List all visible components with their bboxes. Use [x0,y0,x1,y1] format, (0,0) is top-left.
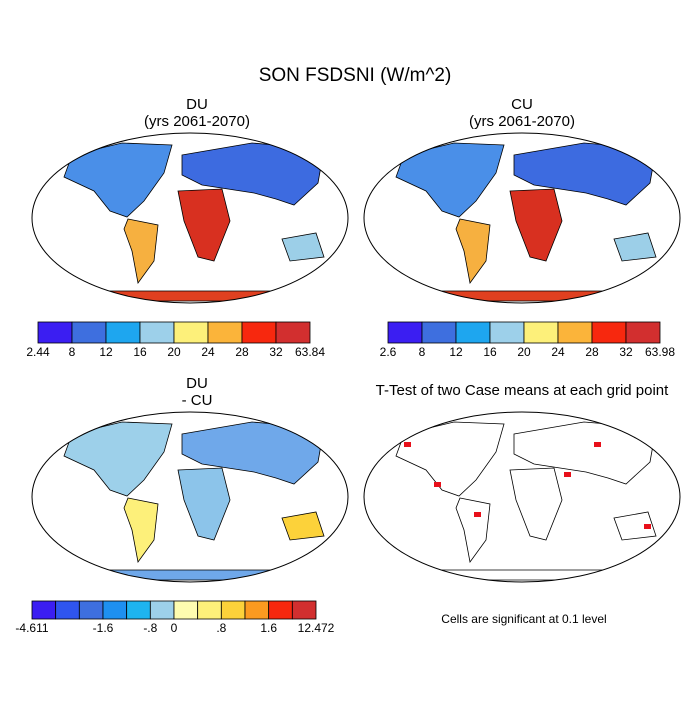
colorbar-box [173,321,209,344]
map [363,132,681,304]
continent [509,467,563,541]
colorbar-box [31,600,57,620]
colorbar-label: 12.472 [298,621,335,635]
significant-cells [594,442,601,447]
panel-title: CU [511,96,533,113]
continent [123,218,159,284]
continent [395,142,505,218]
colorbar-box [591,321,627,344]
map-body [63,142,325,302]
colorbar-box [625,321,661,344]
colorbar-label: 2.44 [26,345,50,359]
map-border [363,132,681,304]
colorbar-box [105,321,141,344]
continent [63,142,173,218]
colorbar-box [275,321,311,344]
panel-title: DU [186,375,208,392]
significant-cells [644,524,651,529]
panel-title: T-Test of two Case means at each grid po… [376,382,669,399]
colorbar-label: -.8 [143,621,157,635]
map [31,411,349,583]
colorbar-box [139,321,175,344]
colorbar-label: 32 [269,345,283,359]
colorbar-box [173,600,199,620]
colorbar-label: 12 [99,345,113,359]
continent [123,497,159,563]
colorbar-box [197,600,222,620]
colorbar-box [71,321,107,344]
panel-subtitle: - CU [182,392,213,409]
panel-title: DU [186,96,208,113]
colorbar-label: 16 [133,345,147,359]
colorbar-box [455,321,491,344]
continent [281,511,325,541]
colorbar-label: 20 [167,345,181,359]
continent [177,467,231,541]
continent [281,232,325,262]
significant-cells [404,442,411,447]
colorbar-box [387,321,423,344]
figure-title: SON FSDSNI (W/m^2) [259,65,452,86]
colorbar-label: 24 [551,345,565,359]
continent [455,497,491,563]
colorbar-box [55,600,80,620]
colorbar-label: 2.6 [380,345,397,359]
colorbar-box [489,321,525,344]
colorbar-label: 63.98 [645,345,675,359]
colorbar-box [268,600,293,620]
colorbar-label: 16 [483,345,497,359]
colorbar-label: 20 [517,345,531,359]
colorbar-label: -1.6 [93,621,114,635]
colorbar-label: -4.611 [15,621,48,635]
continent [177,188,231,262]
colorbar-label: 28 [235,345,249,359]
panel-subtitle: (yrs 2061-2070) [469,113,575,130]
colorbar-box [523,321,559,344]
colorbar-box [78,600,104,620]
colorbar-label: 8 [419,345,426,359]
panel-subtitle: (yrs 2061-2070) [144,113,250,130]
colorbar-box [557,321,593,344]
colorbar-box [244,600,270,620]
continent [613,511,657,541]
colorbar-box [126,600,151,620]
continent [455,218,491,284]
continent [613,232,657,262]
colorbar-label: 0 [171,621,178,635]
map-border [363,411,681,583]
colorbar-label: 63.84 [295,345,325,359]
map [363,411,681,583]
map-body [63,421,325,581]
colorbar-box [421,321,457,344]
colorbar-box [220,600,246,620]
significant-cells [434,482,441,487]
map-body [395,421,657,581]
colorbar-box [207,321,243,344]
map-border [31,411,349,583]
colorbar-label: 1.6 [260,621,277,635]
map [31,132,349,304]
colorbar-label: 8 [69,345,76,359]
continent [509,188,563,262]
colorbar-label: 28 [585,345,599,359]
colorbar-box [37,321,73,344]
continent [63,421,173,497]
significant-cells [474,512,481,517]
panel-note: Cells are significant at 0.1 level [441,612,606,626]
colorbar-box [291,600,317,620]
colorbar-box [102,600,128,620]
significant-cells [564,472,571,477]
map-border [31,132,349,304]
map-body [395,142,657,302]
colorbar-label: .8 [216,621,226,635]
colorbar-label: 32 [619,345,633,359]
continent [395,421,505,497]
colorbar-box [149,600,175,620]
colorbar-box [241,321,277,344]
colorbar-label: 24 [201,345,215,359]
colorbar-label: 12 [449,345,463,359]
